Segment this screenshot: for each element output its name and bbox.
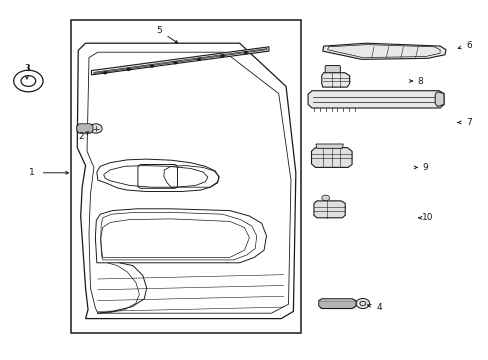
Polygon shape bbox=[77, 124, 93, 133]
Text: 1: 1 bbox=[29, 168, 35, 177]
Polygon shape bbox=[318, 299, 355, 309]
Polygon shape bbox=[307, 91, 443, 108]
Polygon shape bbox=[91, 47, 268, 75]
Polygon shape bbox=[315, 144, 343, 148]
Polygon shape bbox=[322, 43, 445, 59]
Text: 4: 4 bbox=[375, 303, 381, 312]
Text: 7: 7 bbox=[466, 118, 471, 127]
Text: 5: 5 bbox=[156, 26, 162, 35]
Circle shape bbox=[244, 51, 247, 54]
Circle shape bbox=[355, 298, 369, 309]
Text: 10: 10 bbox=[421, 213, 433, 222]
Text: 9: 9 bbox=[422, 163, 427, 172]
Polygon shape bbox=[311, 148, 351, 167]
Circle shape bbox=[173, 61, 177, 64]
Polygon shape bbox=[321, 73, 349, 87]
Text: 6: 6 bbox=[466, 40, 471, 49]
Polygon shape bbox=[434, 92, 443, 107]
Bar bbox=[71, 20, 300, 333]
Circle shape bbox=[89, 124, 102, 133]
Circle shape bbox=[150, 64, 154, 67]
Polygon shape bbox=[313, 201, 345, 218]
Text: 3: 3 bbox=[24, 64, 30, 73]
Circle shape bbox=[220, 54, 224, 57]
Circle shape bbox=[103, 71, 107, 74]
Circle shape bbox=[321, 195, 329, 201]
Circle shape bbox=[197, 58, 201, 61]
FancyBboxPatch shape bbox=[325, 66, 340, 74]
Circle shape bbox=[126, 68, 130, 71]
Text: 8: 8 bbox=[417, 77, 423, 85]
Text: 2: 2 bbox=[78, 132, 83, 141]
